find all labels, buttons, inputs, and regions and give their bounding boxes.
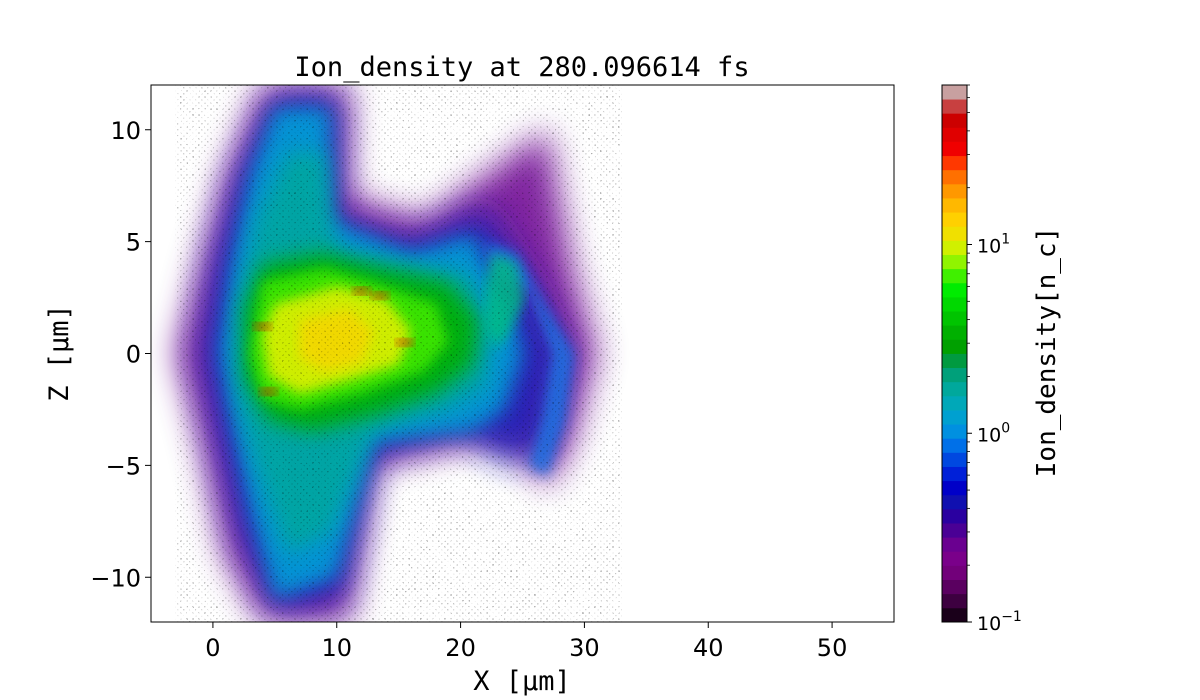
colorbar-segment <box>942 99 967 114</box>
colorbar-segment <box>942 212 967 227</box>
x-tick-label: 40 <box>693 634 724 662</box>
x-tick-label: 50 <box>817 634 848 662</box>
y-axis: 10 5 0 −5 −10 <box>90 117 151 592</box>
colorbar-segment <box>942 268 967 284</box>
colorbar-segment <box>942 226 967 241</box>
y-tick-label: 10 <box>110 117 141 145</box>
x-tick-label: 20 <box>445 634 476 662</box>
y-tick-label: 0 <box>126 341 141 369</box>
colorbar-ticks: 10−1 100 101 <box>967 84 1022 635</box>
colorbar-segment <box>942 198 967 213</box>
colorbar-segment <box>942 169 967 185</box>
x-axis: 0 10 20 30 40 50 <box>205 622 847 662</box>
colorbar-segment <box>942 395 967 411</box>
colorbar-segment <box>942 480 967 496</box>
colorbar-segment <box>942 410 967 425</box>
y-axis-label: Z [μm] <box>44 304 75 402</box>
colorbar-segment <box>942 85 967 100</box>
colorbar-segment <box>942 353 967 369</box>
colorbar-segment <box>942 127 967 142</box>
colorbar-segment <box>942 607 967 623</box>
colorbar-segment <box>942 494 967 510</box>
colorbar-segment <box>942 466 967 482</box>
colorbar <box>941 84 968 623</box>
chart-title: Ion_density at 280.096614 fs <box>294 52 749 83</box>
colorbar-segment <box>942 523 967 538</box>
y-tick-label: −5 <box>106 452 141 480</box>
colorbar-segment <box>942 141 967 157</box>
colorbar-segment <box>942 339 967 354</box>
colorbar-segment <box>942 254 967 270</box>
colorbar-segment <box>942 155 967 171</box>
heatmap-image <box>151 85 894 622</box>
colorbar-segment <box>942 240 967 255</box>
x-tick-label: 30 <box>569 634 600 662</box>
colorbar-frame <box>941 84 968 623</box>
colorbar-segment <box>942 438 967 453</box>
x-tick-label: 10 <box>321 634 352 662</box>
colorbar-segment <box>942 381 967 397</box>
colorbar-segment <box>942 508 967 524</box>
colorbar-segment <box>942 424 967 439</box>
y-tick-label: 5 <box>126 229 141 257</box>
colorbar-segment <box>942 183 967 199</box>
colorbar-segment <box>942 325 967 340</box>
colorbar-segment <box>942 113 967 128</box>
x-axis-label: X [μm] <box>473 666 571 697</box>
colorbar-segment <box>942 537 967 552</box>
y-tick-label: −10 <box>90 564 141 592</box>
colorbar-tick-label: 10−1 <box>977 609 1022 635</box>
colorbar-segment <box>942 452 967 467</box>
colorbar-segment <box>942 551 967 566</box>
colorbar-segment <box>942 296 967 312</box>
colorbar-tick-label: 101 <box>977 232 1010 258</box>
colorbar-segment <box>942 311 967 326</box>
colorbar-segment <box>942 565 967 580</box>
colorbar-segment <box>942 367 967 383</box>
x-tick-label: 0 <box>205 634 220 662</box>
colorbar-label: Ion_density[n_c] <box>1032 227 1062 477</box>
colorbar-tick-label: 100 <box>977 420 1010 446</box>
colorbar-segment <box>942 593 967 609</box>
colorbar-segment <box>942 282 967 298</box>
colorbar-segment <box>942 579 967 595</box>
